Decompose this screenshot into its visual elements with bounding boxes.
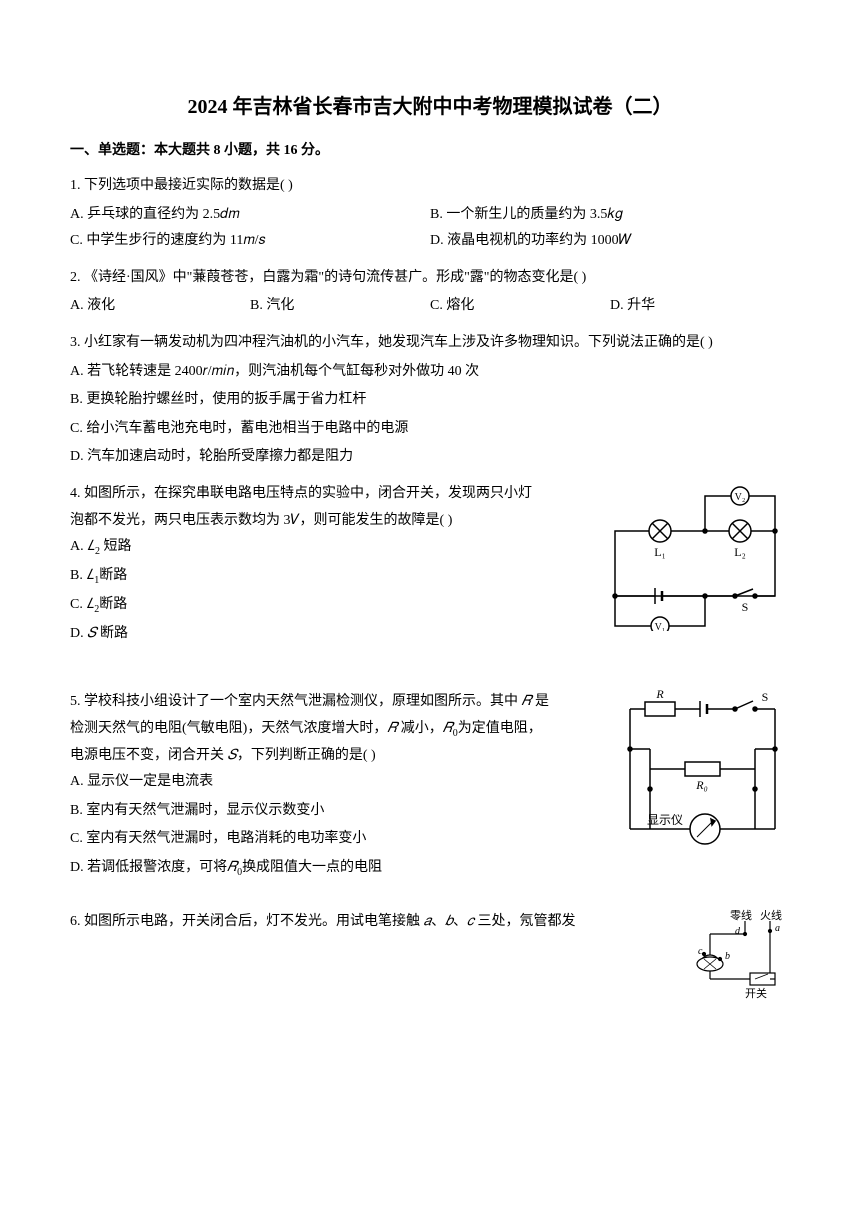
svg-text:火线: 火线 [760,909,782,922]
q4-text-line1: 4. 如图所示，在探究串联电路电压特点的实验中，闭合开关，发现两只小灯 [70,481,590,508]
svg-text:a: a [775,923,780,934]
q1-text: 1. 下列选项中最接近实际的数据是( ) [70,173,790,200]
q3-opt-a: A. 若飞轮转速是 2400𝑟/𝑚𝑖𝑛，则汽油机每个气缸每秒对外做功 40 次 [70,359,790,386]
q2-opt-b: B. 汽化 [250,293,430,320]
svg-text:R₀: R₀ [695,778,708,792]
q1-opt-b: B. 一个新生儿的质量约为 3.5𝑘𝑔 [430,202,790,229]
q1-opt-c: C. 中学生步行的速度约为 11𝑚/𝑠 [70,228,430,255]
section-header: 一、单选题：本大题共 8 小题，共 16 分。 [70,139,790,159]
svg-text:d: d [735,926,741,937]
q2-opt-c: C. 熔化 [430,293,610,320]
q3-opt-b: B. 更换轮胎拧螺丝时，使用的扳手属于省力杠杆 [70,387,790,414]
svg-text:零线: 零线 [730,909,752,922]
q2-opt-d: D. 升华 [610,293,790,320]
question-4: 4. 如图所示，在探究串联电路电压特点的实验中，闭合开关，发现两只小灯 泡都不发… [70,481,790,649]
question-1: 1. 下列选项中最接近实际的数据是( ) A. 乒乓球的直径约为 2.5𝑑𝑚 B… [70,173,790,255]
q4-opt-a: A. 𝐿2 短路 [70,534,590,561]
q1-opt-a: A. 乒乓球的直径约为 2.5𝑑𝑚 [70,202,430,229]
q4-opt-b: B. 𝐿1断路 [70,563,590,590]
q4-opt-c: C. 𝐿2断路 [70,592,590,619]
q5-text-line1: 5. 学校科技小组设计了一个室内天然气泄漏检测仪，原理如图所示。其中 𝑅 是 [70,689,605,716]
question-5: 5. 学校科技小组设计了一个室内天然气泄漏检测仪，原理如图所示。其中 𝑅 是 检… [70,689,790,884]
svg-text:L₁: L₁ [654,545,666,559]
q5-opt-d: D. 若调低报警浓度，可将𝑅0换成阻值大一点的电阻 [70,855,605,882]
q6-text: 6. 如图所示电路，开关闭合后，灯不发光。用试电笔接触 𝑎、𝑏、𝑐 三处，氖管都… [70,909,680,936]
q5-opt-c: C. 室内有天然气泄漏时，电路消耗的电功率变小 [70,826,605,853]
question-3: 3. 小红家有一辆发动机为四冲程汽油机的小汽车，她发现汽车上涉及许多物理知识。下… [70,330,790,471]
svg-text:开关: 开关 [745,986,767,999]
svg-text:V₂: V₂ [735,492,746,503]
q3-opt-d: D. 汽车加速启动时，轮胎所受摩擦力都是阻力 [70,444,790,471]
q4-opt-d: D. 𝑆 断路 [70,621,590,648]
q4-text-line2: 泡都不发光，两只电压表示数均为 3𝑉，则可能发生的故障是( ) [70,508,590,535]
svg-text:V₁: V₁ [655,622,666,631]
svg-text:L₂: L₂ [734,545,746,559]
q5-opt-a: A. 显示仪一定是电流表 [70,769,605,796]
q3-opt-c: C. 给小汽车蓄电池充电时，蓄电池相当于电路中的电源 [70,416,790,443]
svg-text:R: R [655,689,664,701]
q6-circuit-diagram: 零线 火线 d a [690,909,790,1010]
q2-opt-a: A. 液化 [70,293,250,320]
q4-circuit-diagram: V₂ L₁ L₂ [600,481,790,649]
exam-title: 2024 年吉林省长春市吉大附中中考物理模拟试卷（二） [70,90,790,119]
q1-opt-d: D. 液晶电视机的功率约为 1000𝑊 [430,228,790,255]
question-2: 2. 《诗经·国风》中"蒹葭苍苍，白露为霜"的诗句流传甚广。形成"露"的物态变化… [70,265,790,320]
svg-text:S: S [762,690,769,704]
svg-text:显示仪: 显示仪 [647,813,683,827]
q5-opt-b: B. 室内有天然气泄漏时，显示仪示数变小 [70,798,605,825]
question-6: 6. 如图所示电路，开关闭合后，灯不发光。用试电笔接触 𝑎、𝑏、𝑐 三处，氖管都… [70,909,790,1010]
q2-text: 2. 《诗经·国风》中"蒹葭苍苍，白露为霜"的诗句流传甚广。形成"露"的物态变化… [70,265,790,292]
q5-text-line2: 检测天然气的电阻(气敏电阻)，天然气浓度增大时，𝑅 减小，𝑅0为定值电阻， [70,716,605,743]
q5-circuit-diagram: R S [615,689,790,884]
svg-text:c: c [698,946,703,957]
svg-text:b: b [725,951,730,962]
svg-text:S: S [742,600,749,614]
q5-text-line3: 电源电压不变，闭合开关 𝑆，下列判断正确的是( ) [70,743,605,770]
q3-text: 3. 小红家有一辆发动机为四冲程汽油机的小汽车，她发现汽车上涉及许多物理知识。下… [70,330,790,357]
